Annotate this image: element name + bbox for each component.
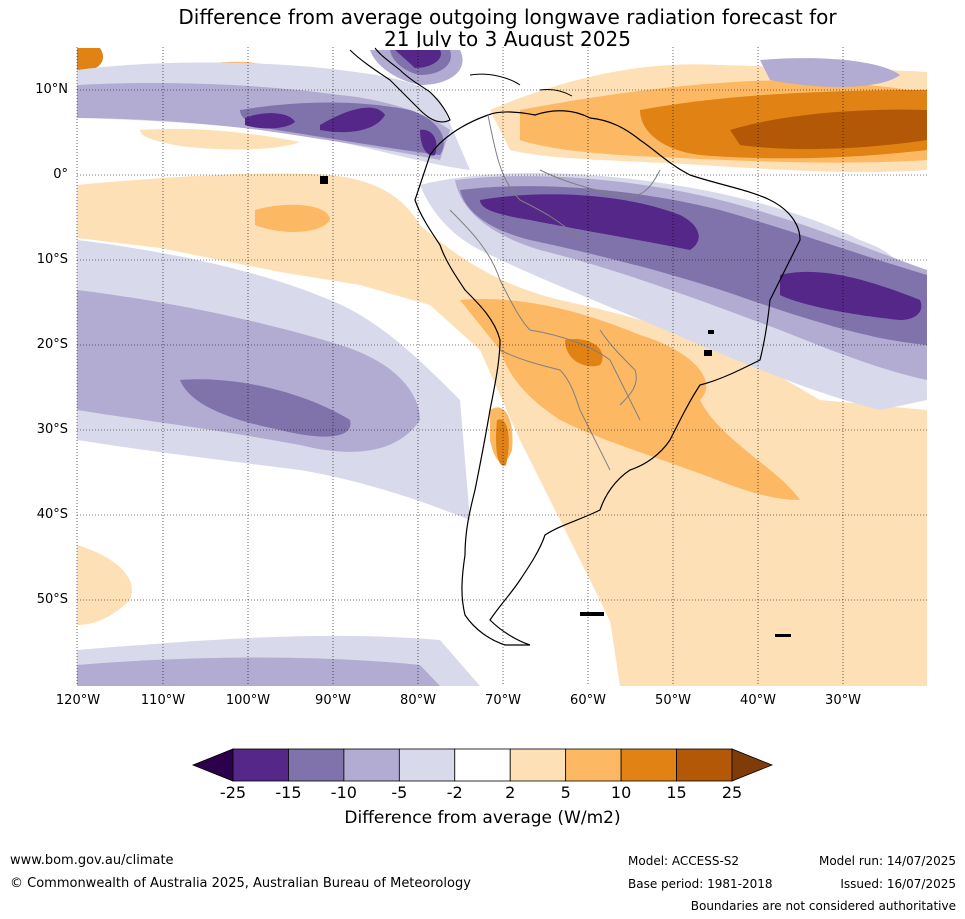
coastline-caribbean	[469, 73, 573, 97]
anomaly-region-neg-5-10-atlantic-north	[760, 58, 900, 87]
footer-disclaimer: Boundaries are not considered authoritat…	[690, 899, 956, 913]
footer-base-period: Base period: 1981-2018	[628, 877, 773, 891]
anomaly-region-neg-15-25-ne-brazil	[780, 271, 922, 320]
lat-label-20s: 20°S	[36, 337, 68, 352]
colorbar-segment	[343, 748, 400, 782]
colorbar-tick-label: -15	[275, 783, 302, 802]
colorbar-segment	[509, 748, 567, 782]
colorbar-tick-label: 5	[560, 783, 571, 802]
colorbar-extend-high	[731, 748, 774, 782]
colorbar-tick-label: 10	[610, 783, 632, 802]
lon-label-90w: 90°W	[315, 693, 351, 708]
colorbar-segment	[288, 748, 345, 782]
footer-model: Model: ACCESS-S2	[628, 854, 740, 868]
colorbar-tick-label: -10	[330, 783, 357, 802]
footer-copyright: © Commonwealth of Australia 2025, Austra…	[10, 876, 471, 891]
chart-title-line-1: Difference from average outgoing longwav…	[178, 5, 837, 29]
anomaly-region-neg-5-10-far-south	[77, 657, 440, 686]
colorbar-tick-label: -25	[219, 783, 247, 802]
lat-label-40s: 40°S	[36, 507, 68, 522]
map-gridlines	[76, 47, 927, 686]
colorbar-segment	[620, 748, 677, 782]
lon-label-100w: 100°W	[225, 693, 271, 708]
colorbar-segment	[565, 748, 622, 782]
lon-label-70w: 70°W	[485, 693, 521, 708]
lon-label-80w: 80°W	[400, 693, 436, 708]
anomaly-region-pos-15-25-atlantic	[730, 109, 927, 150]
colorbar-extend-low	[191, 748, 234, 782]
lat-label-50s: 50°S	[36, 592, 68, 607]
anomaly-region-neg-15-25-tropics	[245, 113, 295, 129]
anomaly-region-neg-15-25-amazon	[480, 194, 699, 250]
anomaly-region-pos-2-5-south-atlantic	[610, 460, 927, 686]
colorbar-tick-label: 25	[721, 783, 743, 802]
colorbar-tick-label: -2	[446, 783, 463, 802]
coastline-south-america	[414, 110, 801, 646]
anomaly-region-pos-5-10-equator	[255, 204, 330, 232]
lat-label-10s: 10°S	[36, 252, 68, 267]
colorbar-segment	[676, 748, 733, 782]
anomaly-region-neg-15-25-colombia	[420, 129, 437, 156]
colorbar-segment	[232, 748, 289, 782]
colorbar-title: Difference from average (W/m2)	[344, 808, 621, 828]
anomaly-region-neg-10-15-south	[180, 379, 351, 437]
lon-label-30w: 30°W	[825, 693, 861, 708]
coastline-central-america	[349, 47, 451, 123]
anomaly-region-pos-2-5-sw-atlantic	[77, 545, 132, 625]
lat-label-0: 0°	[53, 167, 68, 182]
footer-issued: Issued: 16/07/2025	[840, 877, 956, 891]
lon-label-120w: 120°W	[55, 693, 101, 708]
colorbar-tick-label: 15	[666, 783, 687, 802]
anomaly-region-pos-10-15-andes	[496, 419, 509, 466]
anomaly-region-pos-10-15-nw	[77, 48, 104, 72]
lon-label-50w: 50°W	[655, 693, 691, 708]
islands	[320, 176, 791, 637]
anomaly-fields	[77, 47, 927, 686]
colorbar-tick-label: 2	[505, 783, 516, 802]
lat-label-30s: 30°S	[36, 422, 68, 437]
colorbar-segment	[454, 748, 511, 782]
footer-website: www.bom.gov.au/climate	[10, 853, 174, 868]
lon-label-60w: 60°W	[570, 693, 606, 708]
footer-model-run: Model run: 14/07/2025	[818, 854, 956, 868]
colorbar-segments	[191, 748, 774, 782]
lat-label-10n: 10°N	[35, 82, 68, 97]
lon-label-40w: 40°W	[740, 693, 776, 708]
chart-title-line-2: 21 July to 3 August 2025	[384, 27, 631, 51]
country-borders	[449, 114, 661, 471]
anomaly-region-pos-2-5-north	[140, 128, 300, 150]
colorbar-tick-label: -5	[391, 783, 408, 802]
anomaly-region-pos-10-15-continent	[565, 339, 603, 367]
colorbar-segment	[398, 748, 456, 782]
anomaly-region-neg-15-25-tropics-2	[320, 107, 385, 133]
lon-label-110w: 110°W	[140, 693, 186, 708]
